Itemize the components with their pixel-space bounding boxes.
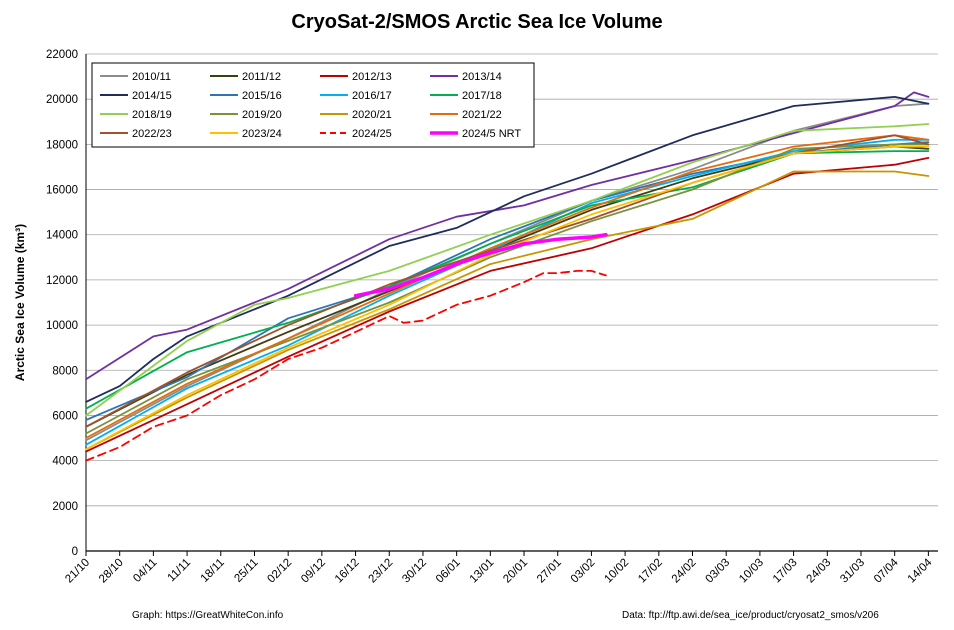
x-tick-label: 16/12 <box>333 557 362 586</box>
x-tick-label: 02/12 <box>265 557 294 586</box>
legend-label: 2021/22 <box>462 109 502 121</box>
series-line-2021-22 <box>85 134 930 439</box>
x-tick-label: 20/01 <box>501 557 530 586</box>
series-line-2010-11 <box>85 102 930 442</box>
legend-label: 2010/11 <box>132 71 171 83</box>
legend-label: 2015/16 <box>242 90 282 102</box>
x-tick-label: 31/03 <box>838 557 867 586</box>
y-tick-label: 2000 <box>52 501 78 513</box>
y-tick-label: 14000 <box>46 230 78 242</box>
legend: 2010/11 2011/12 2012/13 2013/14 2014/15 2015/… <box>91 62 535 148</box>
legend-label: 2020/21 <box>352 109 392 121</box>
y-tick-label: 18000 <box>46 139 78 151</box>
x-tick-label: 14/04 <box>906 556 935 585</box>
series-line-2014-15 <box>85 96 930 403</box>
legend-label: 2019/20 <box>242 109 282 121</box>
x-tick-label: 10/02 <box>602 557 631 586</box>
x-tick-label: 28/10 <box>97 557 126 586</box>
y-tick-label: 10000 <box>46 320 78 332</box>
series-line-2020-21 <box>85 170 930 451</box>
y-tick-label: 6000 <box>52 410 78 422</box>
y-axis-ticks: 0 2000 4000 6000 8000 10000 12000 14000 16000 180… <box>46 49 78 558</box>
y-tick-label: 8000 <box>52 365 78 377</box>
series-line-2015-16 <box>85 141 930 421</box>
series-line-2017-18 <box>85 150 930 410</box>
series-line-2023-24 <box>85 145 930 451</box>
series-line-2013-14 <box>85 91 930 381</box>
legend-label: 2013/14 <box>462 71 502 83</box>
x-tick-label: 10/03 <box>737 557 766 586</box>
x-tick-label: 17/02 <box>636 557 665 586</box>
legend-box <box>91 62 535 148</box>
series-line-2019-20 <box>85 143 930 435</box>
x-tick-label: 09/12 <box>299 557 328 586</box>
x-tick-label: 13/01 <box>468 557 497 586</box>
x-tick-label: 18/11 <box>199 557 227 585</box>
legend-label: 2012/13 <box>352 71 392 83</box>
y-tick-label: 20000 <box>46 94 78 106</box>
x-tick-label: 07/04 <box>872 556 901 585</box>
series-line-2018-19 <box>85 123 930 417</box>
y-axis-title: Arctic Sea Ice Volume (km³) <box>13 224 27 381</box>
x-tick-label: 24/03 <box>805 557 834 586</box>
legend-label: 2014/15 <box>132 90 172 102</box>
legend-label: 2016/17 <box>352 90 392 102</box>
x-axis-ticks: 21/10 28/10 04/11 11/11 18/11 25/11 02/12 09/12… <box>63 551 935 585</box>
series-line-2016-17 <box>85 138 930 446</box>
x-tick-label: 03/02 <box>569 557 598 586</box>
x-tick-label: 06/01 <box>434 557 463 586</box>
x-tick-label: 27/01 <box>535 557 564 586</box>
x-tick-label: 11/11 <box>166 557 194 585</box>
x-tick-label: 03/03 <box>703 557 732 586</box>
y-tick-label: 12000 <box>46 275 78 287</box>
series-line-2024-25 <box>85 270 607 462</box>
series-line-2024-5-NRT <box>353 232 608 298</box>
legend-label: 2022/23 <box>132 128 172 140</box>
series-line-2012-13 <box>85 157 930 453</box>
legend-label: 2024/5 NRT <box>462 128 521 140</box>
y-tick-label: 0 <box>72 546 78 558</box>
chart-title: CryoSat-2/SMOS Arctic Sea Ice Volume <box>291 11 662 33</box>
legend-label: 2011/12 <box>242 71 281 83</box>
y-tick-label: 4000 <box>52 456 78 468</box>
x-tick-label: 21/10 <box>63 557 92 586</box>
legend-label: 2017/18 <box>462 90 502 102</box>
x-tick-label: 04/11 <box>131 557 159 585</box>
x-tick-label: 17/03 <box>771 557 800 586</box>
x-tick-label: 24/02 <box>670 557 699 586</box>
legend-label: 2023/24 <box>242 128 282 140</box>
legend-label: 2024/25 <box>352 128 392 140</box>
y-tick-label: 16000 <box>46 185 78 197</box>
x-tick-label: 30/12 <box>400 557 429 586</box>
credit-left: Graph: https://GreatWhiteCon.info <box>132 610 284 621</box>
x-tick-label: 23/12 <box>367 557 396 586</box>
credit-right: Data: ftp://ftp.awi.de/sea_ice/product/c… <box>622 610 879 621</box>
series-lines <box>85 91 930 462</box>
y-tick-label: 22000 <box>46 49 78 61</box>
legend-label: 2018/19 <box>132 109 172 121</box>
x-tick-label: 25/11 <box>232 557 260 585</box>
